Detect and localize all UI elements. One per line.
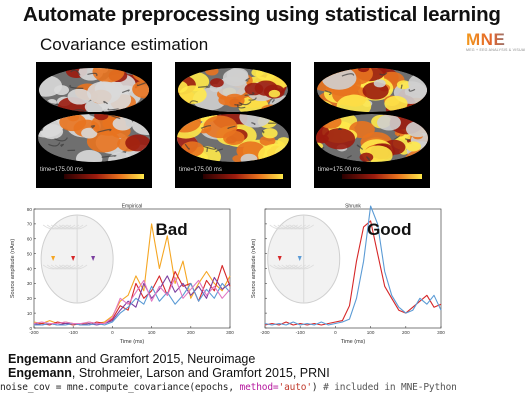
x-tick-label: 300 bbox=[226, 330, 234, 335]
reference-2: Engemann, Strohmeier, Larson and Gramfor… bbox=[8, 366, 330, 380]
quality-badge: Bad bbox=[156, 220, 188, 239]
plot-empirical: 0 10 20 30 40 50 60 70 80 -200 -100 0 100 200 300 Empir… bbox=[8, 201, 236, 346]
y-axis-label: Source amplitude (nAm) bbox=[10, 239, 16, 298]
brain-hemisphere bbox=[317, 68, 427, 112]
brain-image-2 bbox=[177, 68, 289, 179]
brain-hemisphere bbox=[316, 114, 428, 162]
y-tick-label: 30 bbox=[27, 281, 33, 286]
plot-title: Shrunk bbox=[345, 204, 361, 210]
quality-badge: Good bbox=[367, 220, 411, 239]
code-pre: noise_cov = mne.compute_covariance(epoch… bbox=[0, 382, 240, 393]
x-axis-label: Time (ms) bbox=[120, 339, 145, 345]
x-tick-label: 200 bbox=[187, 330, 195, 335]
brain-panel-1: time=175.00 ms bbox=[36, 62, 152, 188]
brain-hemisphere bbox=[39, 68, 149, 112]
code-comment: # included in MNE-Python bbox=[323, 382, 457, 393]
mne-logo-text: MNE bbox=[466, 31, 524, 48]
code-str: 'auto' bbox=[278, 382, 313, 393]
series-line-2 bbox=[33, 275, 231, 326]
x-tick-label: 0 bbox=[334, 330, 337, 335]
y-tick-label: 70 bbox=[27, 222, 33, 227]
x-tick-label: 200 bbox=[402, 330, 410, 335]
brain-hemisphere bbox=[178, 68, 288, 112]
brain-colorbar bbox=[342, 174, 422, 179]
slide-title: Automate preprocessing using statistical… bbox=[23, 3, 501, 26]
x-tick-label: 0 bbox=[111, 330, 114, 335]
plot-shrunk-svg: -200 -100 0 100 200 300 Shrunk Time (ms) Source … bbox=[251, 204, 445, 346]
x-axis-label: Time (ms) bbox=[341, 339, 366, 345]
y-tick-label: 50 bbox=[27, 251, 33, 256]
brain-colorbar bbox=[203, 174, 283, 179]
y-axis-label: Source amplitude (nAm) bbox=[251, 239, 257, 298]
head-topomap bbox=[267, 214, 341, 304]
brain-colorbar bbox=[64, 174, 144, 179]
brain-hemisphere bbox=[38, 114, 150, 162]
series-line-4 bbox=[33, 276, 231, 325]
reference-2-rest: , Strohmeier, Larson and Gramfort 2015, … bbox=[71, 366, 330, 380]
series-line-3 bbox=[34, 282, 231, 326]
code-kw: method= bbox=[239, 382, 279, 393]
plot-title: Empirical bbox=[122, 204, 143, 210]
code-snippet: noise_cov = mne.compute_covariance(epoch… bbox=[0, 382, 525, 393]
reference-1: Engemann and Gramfort 2015, Neuroimage bbox=[8, 352, 255, 366]
mne-logo-subtext: MEG + EEG ANALYSIS & VISUALIZATION bbox=[466, 48, 525, 52]
y-tick-label: 10 bbox=[27, 311, 33, 316]
brain-hemisphere bbox=[177, 114, 289, 162]
code-post: ) bbox=[311, 382, 324, 393]
plot-empirical-svg: 0 10 20 30 40 50 60 70 80 -200 -100 0 100 200 300 Empir… bbox=[10, 204, 234, 346]
y-tick-label: 40 bbox=[27, 266, 33, 271]
x-tick-label: -100 bbox=[69, 330, 79, 335]
plot-shrunk: -200 -100 0 100 200 300 Shrunk Time (ms) Source … bbox=[247, 201, 447, 346]
y-tick-label: 0 bbox=[29, 326, 32, 331]
series-line-1 bbox=[264, 205, 442, 326]
x-tick-label: 300 bbox=[437, 330, 445, 335]
slide-subtitle: Covariance estimation bbox=[40, 35, 209, 54]
y-tick-label: 80 bbox=[27, 207, 33, 212]
series-line-0 bbox=[264, 220, 442, 326]
brain-time-label-1: time=175.00 ms bbox=[40, 167, 83, 173]
reference-1-rest: and Gramfort 2015, Neuroimage bbox=[71, 352, 256, 366]
head-topomap bbox=[40, 214, 114, 304]
y-tick-label: 60 bbox=[27, 237, 33, 242]
brain-panel-3: time=175.00 ms bbox=[314, 62, 430, 188]
brain-image-1 bbox=[38, 68, 150, 179]
reference-2-author: Engemann bbox=[8, 366, 72, 380]
brain-time-label-2: time=175.00 ms bbox=[179, 167, 222, 173]
y-tick-label: 20 bbox=[27, 296, 33, 301]
x-tick-label: -100 bbox=[296, 330, 306, 335]
x-tick-label: 100 bbox=[148, 330, 156, 335]
x-tick-label: -200 bbox=[29, 330, 39, 335]
x-tick-label: -200 bbox=[260, 330, 270, 335]
brain-time-label-3: time=175.00 ms bbox=[318, 167, 361, 173]
reference-1-author: Engemann bbox=[8, 352, 72, 366]
brain-image-3 bbox=[316, 68, 428, 179]
brain-panel-2: time=175.00 ms bbox=[175, 62, 291, 188]
x-tick-label: 100 bbox=[367, 330, 375, 335]
mne-logo: MNE MEG + EEG ANALYSIS & VISUALIZATION bbox=[466, 31, 525, 62]
